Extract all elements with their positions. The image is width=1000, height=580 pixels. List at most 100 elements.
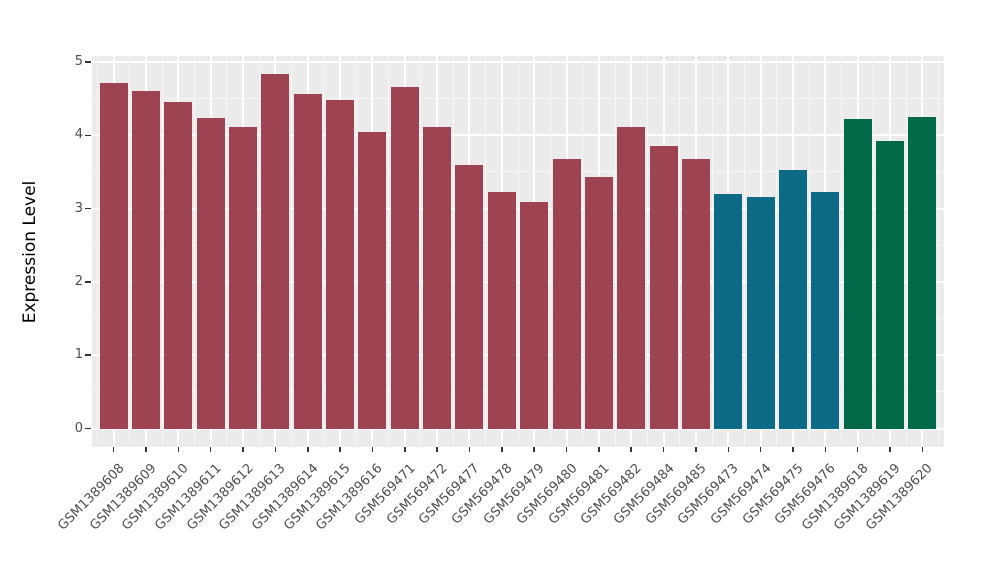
bar-GSM569480	[552, 158, 581, 429]
gridline-vertical-minor	[323, 56, 325, 447]
gridline-vertical-minor	[905, 56, 907, 447]
gridline-vertical-minor	[679, 56, 681, 447]
x-tick-mark	[209, 447, 212, 452]
x-tick-mark	[371, 447, 374, 452]
y-tick-mark	[85, 354, 91, 356]
x-tick-mark	[145, 447, 147, 452]
bar-GSM569474	[746, 196, 775, 429]
gridline-vertical-minor	[291, 56, 293, 447]
bar-GSM1389616	[358, 131, 387, 429]
x-tick-mark	[307, 447, 309, 452]
gridline-vertical-minor	[161, 56, 163, 447]
y-tick-label: 1	[74, 347, 83, 363]
x-tick-mark	[404, 447, 406, 452]
gridline-horizontal-major	[92, 207, 944, 210]
gridline-vertical-minor	[517, 56, 519, 447]
x-tick-mark	[662, 447, 665, 452]
y-tick-label: 4	[74, 127, 83, 143]
gridline-vertical-minor	[743, 56, 745, 447]
bar-GSM569481	[584, 177, 613, 429]
x-tick-mark	[695, 447, 697, 452]
x-tick-mark	[177, 447, 180, 452]
bar-GSM1389614	[293, 93, 322, 429]
x-tick-mark	[339, 447, 341, 452]
y-tick-label: 3	[74, 200, 83, 216]
gridline-vertical-minor	[711, 56, 713, 447]
x-tick-mark	[856, 447, 859, 452]
x-tick-mark	[533, 447, 535, 452]
bar-GSM1389613	[261, 74, 290, 429]
bar-GSM1389610	[164, 101, 193, 429]
gridline-vertical-minor	[194, 56, 196, 447]
gridline-horizontal-major	[92, 61, 944, 63]
gridline-vertical-minor	[582, 56, 584, 447]
gridline-vertical-minor	[776, 56, 778, 447]
bar-GSM569472	[423, 126, 452, 429]
bar-GSM1389609	[132, 91, 161, 429]
y-tick-mark	[85, 427, 91, 430]
y-tick-label: 2	[74, 273, 83, 289]
x-tick-mark	[759, 447, 762, 452]
x-tick-mark	[501, 447, 503, 452]
x-tick-mark	[792, 447, 794, 452]
y-tick-mark	[85, 134, 91, 137]
bar-GSM569479	[520, 202, 549, 429]
gridline-vertical-minor	[258, 56, 260, 447]
bar-GSM569477	[455, 165, 484, 429]
x-tick-mark	[630, 447, 632, 452]
gridline-vertical-minor	[420, 56, 422, 447]
bar-GSM569473	[714, 193, 743, 429]
y-tick-mark	[85, 61, 91, 63]
gridline-vertical-minor	[97, 56, 98, 447]
y-tick-label: 0	[74, 420, 83, 436]
gridline-vertical-minor	[355, 56, 357, 447]
gridline-vertical-minor	[614, 56, 616, 447]
bar-GSM569482	[617, 126, 646, 429]
bar-GSM1389619	[875, 141, 904, 429]
bar-GSM569476	[811, 192, 840, 429]
x-tick-mark	[112, 447, 115, 452]
bar-GSM569475	[778, 169, 807, 429]
x-tick-mark	[727, 447, 729, 452]
gridline-vertical-minor	[226, 56, 228, 447]
bar-GSM1389612	[229, 126, 258, 429]
x-tick-mark	[921, 447, 924, 452]
bar-GSM1389618	[843, 119, 872, 429]
bar-GSM1389620	[908, 116, 937, 429]
gridline-vertical-minor	[840, 56, 842, 447]
x-tick-mark	[242, 447, 244, 452]
gridline-vertical-minor	[129, 56, 131, 447]
x-tick-mark	[565, 447, 568, 452]
gridline-horizontal-major	[92, 354, 944, 357]
gridline-vertical-minor	[452, 56, 454, 447]
y-tick-mark	[85, 207, 91, 210]
x-tick-mark	[468, 447, 471, 452]
bar-GSM1389608	[99, 83, 128, 429]
bar-GSM1389615	[326, 100, 355, 429]
gridline-vertical-minor	[388, 56, 390, 447]
gridline-vertical-minor	[646, 56, 648, 447]
bar-GSM569485	[681, 158, 710, 429]
bar-GSM569471	[390, 86, 419, 429]
gridline-vertical-minor	[549, 56, 551, 447]
x-tick-label: GSM1389620	[863, 457, 1000, 533]
bar-GSM569478	[487, 192, 516, 429]
gridline-vertical-minor	[485, 56, 487, 447]
x-tick-mark	[436, 447, 438, 452]
gridline-horizontal-major	[92, 134, 944, 137]
bar-GSM1389611	[196, 117, 225, 429]
x-tick-mark	[889, 447, 891, 452]
plot-panel	[92, 56, 944, 447]
gridline-vertical-minor	[808, 56, 810, 447]
bar-GSM569484	[649, 145, 678, 429]
gridline-vertical-minor	[873, 56, 875, 447]
x-tick-mark	[824, 447, 827, 452]
y-axis-title: Expression Level	[20, 180, 40, 324]
x-tick-mark	[274, 447, 277, 452]
x-tick-mark	[598, 447, 600, 452]
gridline-horizontal-major	[92, 280, 944, 283]
gridline-vertical-minor	[938, 56, 939, 447]
y-tick-label: 5	[74, 54, 83, 69]
y-tick-mark	[85, 281, 91, 283]
